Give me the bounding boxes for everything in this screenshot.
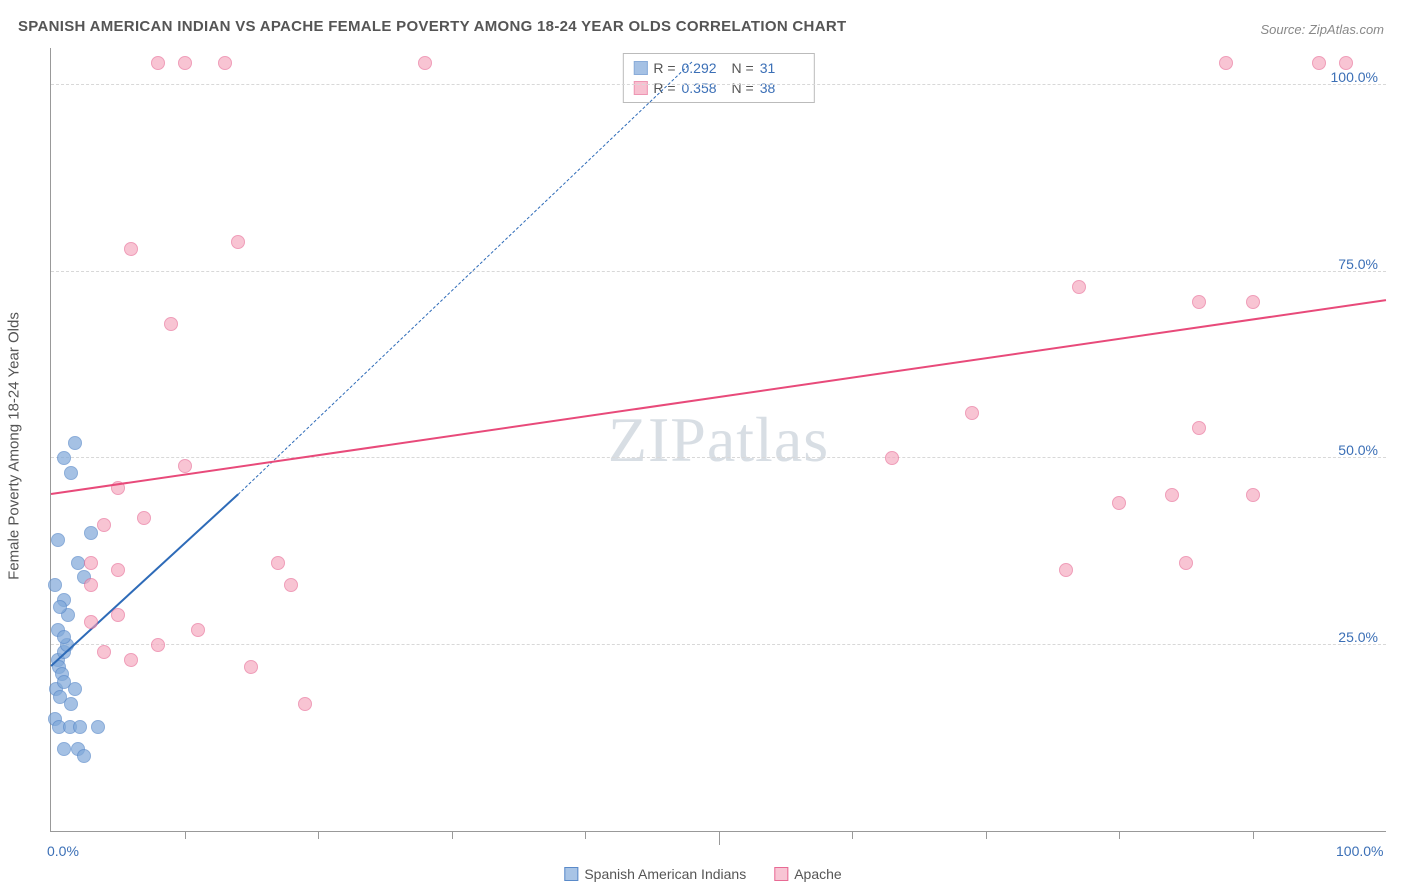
- correlation-stats-box: R = 0.292 N = 31R = 0.358 N = 38: [622, 53, 814, 103]
- data-point: [271, 556, 285, 570]
- data-point: [77, 749, 91, 763]
- stat-r-label: R =: [653, 58, 675, 78]
- legend-swatch: [564, 867, 578, 881]
- data-point: [1219, 56, 1233, 70]
- legend-item: Spanish American Indians: [564, 866, 746, 882]
- data-point: [84, 578, 98, 592]
- gridline: [51, 84, 1386, 85]
- chart-plot-area: ZIPatlas R = 0.292 N = 31R = 0.358 N = 38 25.0…: [50, 48, 1386, 832]
- data-point: [68, 682, 82, 696]
- data-point: [73, 720, 87, 734]
- data-point: [48, 578, 62, 592]
- data-point: [1059, 563, 1073, 577]
- series-swatch: [633, 81, 647, 95]
- data-point: [965, 406, 979, 420]
- stat-r-value: 0.292: [682, 58, 726, 78]
- data-point: [57, 742, 71, 756]
- data-point: [51, 533, 65, 547]
- gridline: [51, 457, 1386, 458]
- data-point: [84, 556, 98, 570]
- data-point: [885, 451, 899, 465]
- x-tick: [1119, 831, 1120, 839]
- x-tick: [452, 831, 453, 839]
- stat-n-value: 31: [760, 58, 804, 78]
- legend-item: Apache: [774, 866, 841, 882]
- data-point: [178, 459, 192, 473]
- legend-swatch: [774, 867, 788, 881]
- x-tick: [719, 831, 720, 845]
- data-point: [124, 242, 138, 256]
- stat-n-label: N =: [732, 58, 754, 78]
- data-point: [68, 436, 82, 450]
- data-point: [71, 556, 85, 570]
- data-point: [1339, 56, 1353, 70]
- data-point: [1112, 496, 1126, 510]
- data-point: [97, 645, 111, 659]
- data-point: [164, 317, 178, 331]
- x-tick-label: 0.0%: [47, 843, 79, 859]
- data-point: [151, 56, 165, 70]
- data-point: [1312, 56, 1326, 70]
- data-point: [284, 578, 298, 592]
- data-point: [97, 518, 111, 532]
- data-point: [124, 653, 138, 667]
- data-point: [1246, 295, 1260, 309]
- x-tick: [1253, 831, 1254, 839]
- x-tick: [185, 831, 186, 839]
- data-point: [137, 511, 151, 525]
- data-point: [1165, 488, 1179, 502]
- data-point: [84, 615, 98, 629]
- data-point: [53, 600, 67, 614]
- data-point: [111, 608, 125, 622]
- gridline: [51, 271, 1386, 272]
- trend-line-extrapolated: [238, 62, 693, 495]
- source-label: Source: ZipAtlas.com: [1260, 22, 1384, 37]
- data-point: [1192, 421, 1206, 435]
- stats-row: R =0.358N =38: [633, 78, 803, 98]
- data-point: [1179, 556, 1193, 570]
- data-point: [64, 466, 78, 480]
- chart-title: SPANISH AMERICAN INDIAN VS APACHE FEMALE…: [18, 18, 846, 35]
- data-point: [1246, 488, 1260, 502]
- y-axis-label: Female Poverty Among 18-24 Year Olds: [6, 312, 23, 580]
- x-tick: [318, 831, 319, 839]
- legend: Spanish American Indians Apache: [564, 866, 841, 882]
- legend-label: Spanish American Indians: [584, 866, 746, 882]
- data-point: [191, 623, 205, 637]
- data-point: [64, 697, 78, 711]
- data-point: [1072, 280, 1086, 294]
- x-tick: [585, 831, 586, 839]
- data-point: [178, 56, 192, 70]
- data-point: [91, 720, 105, 734]
- trend-line: [51, 300, 1386, 496]
- y-tick-label: 50.0%: [1338, 442, 1378, 458]
- data-point: [57, 451, 71, 465]
- gridline: [51, 644, 1386, 645]
- y-tick-label: 75.0%: [1338, 256, 1378, 272]
- data-point: [111, 563, 125, 577]
- y-tick-label: 100.0%: [1331, 69, 1378, 85]
- x-tick: [852, 831, 853, 839]
- legend-label: Apache: [794, 866, 841, 882]
- stats-row: R = 0.292 N = 31: [633, 58, 803, 78]
- data-point: [84, 526, 98, 540]
- series-swatch: [633, 61, 647, 75]
- stat-n-label: N =: [732, 78, 754, 98]
- data-point: [418, 56, 432, 70]
- data-point: [57, 630, 71, 644]
- data-point: [298, 697, 312, 711]
- watermark-text: ZIPatlas: [608, 403, 829, 477]
- x-tick: [986, 831, 987, 839]
- data-point: [218, 56, 232, 70]
- data-point: [151, 638, 165, 652]
- stat-n-value: 38: [760, 78, 804, 98]
- x-tick-label: 100.0%: [1336, 843, 1383, 859]
- data-point: [231, 235, 245, 249]
- data-point: [1192, 295, 1206, 309]
- y-tick-label: 25.0%: [1338, 629, 1378, 645]
- data-point: [244, 660, 258, 674]
- stat-r-value: 0.358: [682, 78, 726, 98]
